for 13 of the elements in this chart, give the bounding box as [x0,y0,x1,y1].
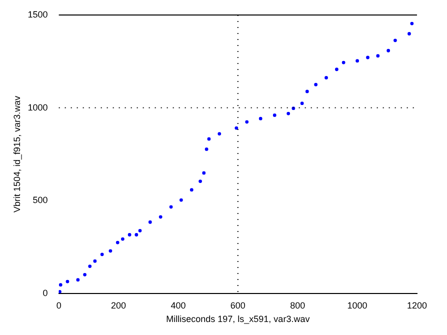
y-tick-label: 1000 [28,102,48,112]
x-axis-title: Milliseconds 197, ls_x591, var3.wav [166,314,310,324]
y-tick-label: 500 [32,195,48,206]
y-tick-label: 0 [42,288,48,298]
x-tick-label: 0 [56,300,62,310]
x-tick-label: 1200 [406,300,428,310]
x-tick-label: 1000 [347,300,368,310]
x-tick-label: 800 [290,300,306,310]
y-tick-label: 1500 [28,9,48,20]
x-tick-label: 200 [111,300,126,310]
x-tick-label: 400 [170,300,186,310]
y-axis-title: Vbrit 1504, id_f915, var3.wav [12,95,22,212]
x-tick-label: 600 [230,300,246,310]
